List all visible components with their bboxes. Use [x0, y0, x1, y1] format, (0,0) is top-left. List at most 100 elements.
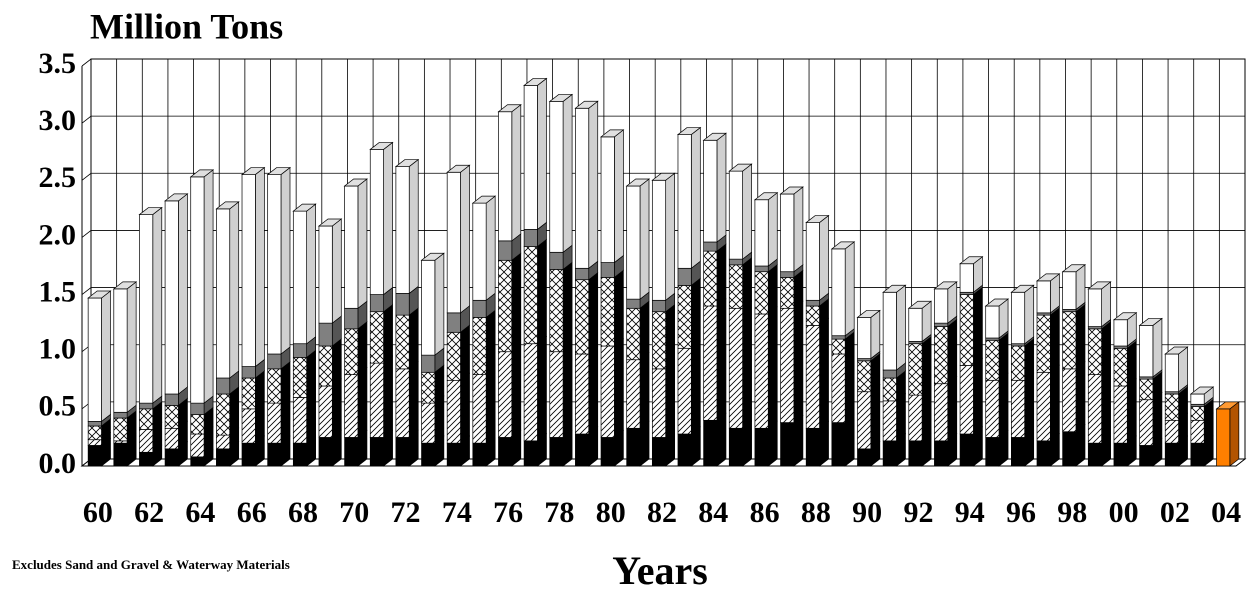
x-tick-label: 96 [1006, 496, 1036, 529]
y-tick-label: 0.0 [39, 447, 77, 480]
bar [1113, 385, 1128, 444]
bar-side [1178, 346, 1188, 393]
bar-side [819, 420, 829, 467]
bar-side [639, 300, 650, 361]
bar-top [882, 284, 907, 293]
x-tick-label: 94 [955, 496, 985, 529]
bar [1036, 440, 1051, 467]
bar-side [793, 414, 804, 467]
bar-side [767, 263, 778, 315]
bar [87, 425, 102, 441]
bar [1164, 393, 1179, 421]
x-axis-title: Years [612, 548, 708, 593]
bar-side [537, 335, 547, 442]
bar [831, 248, 846, 337]
bar [446, 171, 461, 314]
bar-top [369, 142, 394, 150]
bar-side [152, 206, 163, 404]
bar [677, 134, 692, 269]
bar [113, 417, 128, 442]
bar [1190, 406, 1205, 421]
bar [139, 214, 154, 404]
bar-side [639, 420, 650, 467]
bar-side [306, 203, 316, 345]
bar [523, 440, 538, 467]
bar [831, 335, 846, 340]
bar-side [767, 306, 778, 430]
x-tick-label: 70 [339, 496, 369, 529]
bar-side [383, 303, 393, 364]
bar [421, 402, 436, 444]
bar [139, 451, 154, 467]
bar-side [331, 338, 342, 387]
bar [1087, 288, 1102, 327]
bar [1164, 419, 1179, 444]
bar [190, 433, 205, 458]
bar-top [317, 218, 343, 227]
bar-side [485, 195, 496, 302]
bar [805, 325, 820, 429]
bar [1011, 345, 1026, 381]
bar [908, 307, 923, 342]
bar-top [420, 252, 445, 261]
bar [600, 437, 615, 467]
bar-side [255, 166, 265, 368]
bar [651, 311, 667, 370]
bar-side [460, 372, 470, 444]
bar [318, 345, 333, 387]
y-tick-label: 2.0 [39, 218, 77, 251]
bar-top [1061, 264, 1086, 273]
bar-top [471, 195, 497, 204]
bar-top [753, 192, 779, 201]
bar [959, 433, 974, 467]
bar-side [665, 303, 676, 370]
bar [600, 136, 615, 263]
bar [498, 259, 513, 353]
bar [1139, 445, 1154, 467]
bar [728, 427, 743, 467]
bar [1113, 319, 1128, 347]
bar [395, 314, 410, 370]
bar [498, 240, 513, 261]
bar [805, 305, 820, 326]
bar-side [1075, 303, 1086, 370]
bar [369, 149, 384, 295]
bar-top [1010, 284, 1035, 293]
bar-side [614, 269, 624, 347]
bar-top [676, 127, 702, 135]
bar [292, 442, 307, 467]
bar-side [896, 284, 906, 371]
bar-side [1101, 281, 1111, 328]
bar [728, 264, 743, 309]
bar-top [1112, 312, 1138, 321]
bar-side [716, 298, 727, 422]
bar-side [1075, 263, 1086, 311]
bar [780, 193, 795, 273]
bar-side [716, 243, 727, 307]
bar [113, 442, 128, 467]
bar [241, 408, 256, 444]
bar [472, 202, 487, 301]
bar-top [164, 193, 189, 202]
bar [87, 421, 102, 427]
bar-side [793, 186, 804, 273]
bar-side [1152, 317, 1163, 378]
bar-side [408, 158, 419, 295]
bar-top [523, 78, 548, 86]
bar [934, 383, 949, 442]
bar [677, 347, 692, 435]
bar [934, 440, 949, 467]
bar-side [562, 261, 573, 353]
bar [985, 379, 1000, 438]
bar [241, 174, 256, 367]
bar [882, 400, 897, 442]
bar [1087, 374, 1102, 444]
bar-side [767, 420, 778, 467]
x-tick-label: 76 [493, 496, 523, 529]
x-tick-label: 64 [185, 496, 215, 529]
bar [1139, 378, 1154, 401]
bar [472, 374, 487, 444]
bar [575, 107, 590, 269]
bar-side [434, 395, 445, 444]
